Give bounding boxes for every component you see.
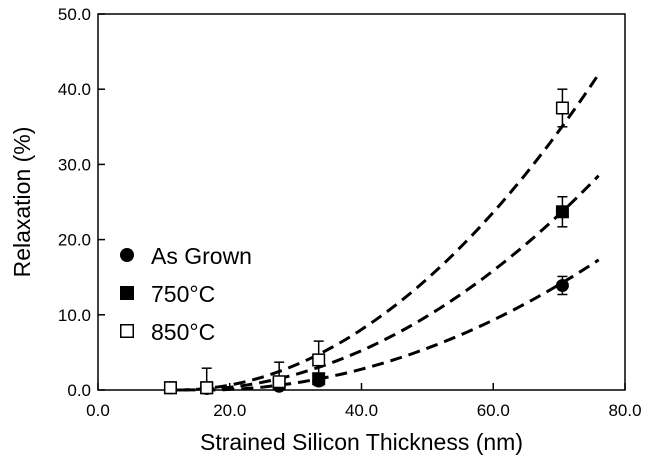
- legend-label: As Grown: [151, 243, 252, 269]
- data-point-850-c: [555, 101, 569, 115]
- y-tick-label: 10.0: [58, 306, 91, 325]
- data-point-850-c: [272, 375, 286, 389]
- legend-label: 850°C: [151, 319, 215, 345]
- y-tick-label: 30.0: [58, 155, 91, 174]
- data-markers: [163, 101, 569, 395]
- error-bars: [165, 88, 568, 391]
- x-tick-label: 80.0: [608, 401, 641, 420]
- y-tick-label: 20.0: [58, 231, 91, 250]
- legend-marker: [120, 324, 134, 338]
- data-point-as-grown: [555, 278, 569, 292]
- data-point-850-c: [200, 381, 214, 395]
- legend-marker: [120, 248, 134, 262]
- axis-ticks: 0.0 20.0 40.0 60.0 80.0 0.0 10.0 20.0 30.0 40.0 50…: [58, 5, 642, 420]
- y-axis-title: Relaxation (%): [9, 127, 35, 278]
- legend-marker: [120, 286, 134, 300]
- legend: As Grown 750°C 850°C: [120, 243, 252, 345]
- fit-curve-850-c: [177, 73, 600, 392]
- data-point-750-c: [555, 205, 569, 219]
- x-tick-label: 20.0: [213, 401, 246, 420]
- y-tick-label: 0.0: [67, 381, 91, 400]
- fit-curve-as-grown: [203, 258, 600, 392]
- y-tick-label: 40.0: [58, 80, 91, 99]
- fit-curves: [177, 73, 600, 392]
- fit-curve-750-c: [183, 174, 600, 392]
- data-point-750-c: [312, 372, 326, 386]
- x-tick-label: 60.0: [477, 401, 510, 420]
- data-point-850-c: [312, 353, 326, 367]
- data-point-850-c: [163, 381, 177, 395]
- legend-label: 750°C: [151, 281, 215, 307]
- x-axis-title: Strained Silicon Thickness (nm): [200, 429, 523, 455]
- x-tick-label: 40.0: [345, 401, 378, 420]
- x-tick-label: 0.0: [86, 401, 110, 420]
- y-tick-label: 50.0: [58, 5, 91, 24]
